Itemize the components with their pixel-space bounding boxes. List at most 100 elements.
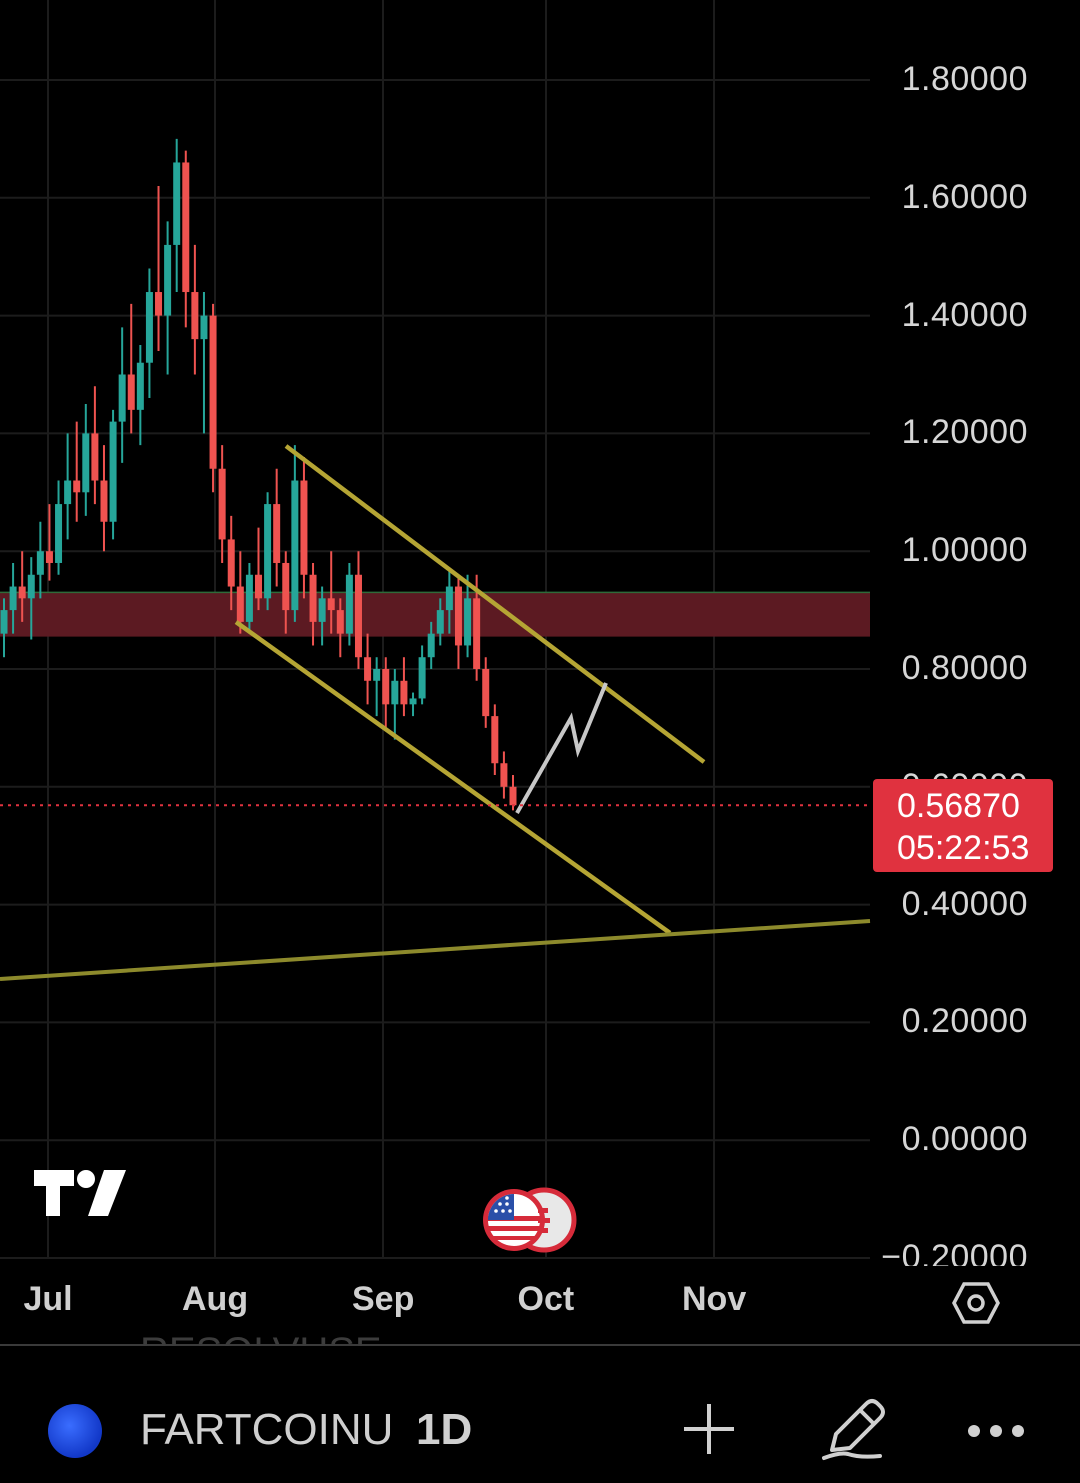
candle[interactable] xyxy=(127,303,135,434)
candle-body xyxy=(173,162,181,245)
candle-body xyxy=(418,657,426,699)
more-dots-icon[interactable] xyxy=(964,1398,1028,1460)
candle-body xyxy=(73,480,81,493)
candle[interactable] xyxy=(400,657,408,717)
candle[interactable] xyxy=(100,445,108,552)
channel-lower-line[interactable] xyxy=(234,620,672,935)
candle[interactable] xyxy=(264,492,272,611)
candle[interactable] xyxy=(155,186,163,351)
candle[interactable] xyxy=(291,445,299,622)
candle[interactable] xyxy=(445,568,453,634)
candle-body xyxy=(509,786,517,806)
candle[interactable] xyxy=(309,562,317,646)
candle[interactable] xyxy=(82,403,90,516)
symbol-logo-icon[interactable] xyxy=(48,1404,102,1458)
candle[interactable] xyxy=(182,150,190,328)
candle[interactable] xyxy=(364,633,372,705)
candle[interactable] xyxy=(464,574,472,658)
candle[interactable] xyxy=(255,527,262,611)
candle[interactable] xyxy=(382,657,390,728)
candle[interactable] xyxy=(391,669,399,740)
candle-body xyxy=(291,480,299,611)
x-tick-label: Jul xyxy=(23,1280,73,1318)
candle[interactable] xyxy=(18,551,26,622)
candle[interactable] xyxy=(0,598,8,658)
candle[interactable] xyxy=(200,292,208,434)
candle[interactable] xyxy=(136,345,144,446)
us-flag-icon[interactable] xyxy=(480,1186,580,1256)
candle[interactable] xyxy=(500,751,508,799)
interval-selector[interactable]: 1D xyxy=(416,1405,473,1454)
y-tick-label: 1.60000 xyxy=(901,177,1028,216)
candle[interactable] xyxy=(118,327,126,463)
candle[interactable] xyxy=(27,557,35,640)
candle[interactable] xyxy=(418,645,426,705)
y-tick-label: −0.20000 xyxy=(881,1238,1028,1266)
candle[interactable] xyxy=(327,551,335,634)
candle[interactable] xyxy=(91,386,99,505)
symbol-name[interactable]: FARTCOINU xyxy=(140,1405,394,1454)
candle[interactable] xyxy=(336,598,344,658)
plus-icon[interactable] xyxy=(680,1398,738,1460)
candle[interactable] xyxy=(209,303,217,493)
candle[interactable] xyxy=(236,551,244,634)
candle-body xyxy=(391,680,399,705)
settings-hexagon-icon[interactable] xyxy=(952,1280,1000,1326)
candle-body xyxy=(345,574,353,634)
x-tick-label: Nov xyxy=(682,1280,747,1318)
candle-body xyxy=(454,586,462,646)
candle-body xyxy=(45,551,53,563)
candle[interactable] xyxy=(273,468,281,587)
candle[interactable] xyxy=(227,515,235,611)
candle[interactable] xyxy=(373,657,381,717)
candle-body xyxy=(354,574,362,658)
candle-body xyxy=(327,598,335,611)
candle[interactable] xyxy=(300,456,308,599)
candle-body xyxy=(255,574,262,599)
pencil-icon[interactable] xyxy=(820,1394,888,1464)
candle[interactable] xyxy=(282,551,290,634)
last-price-badge: 0.56870 05:22:53 xyxy=(873,779,1053,872)
candle-body xyxy=(118,374,126,422)
candle[interactable] xyxy=(218,445,226,563)
candle[interactable] xyxy=(427,621,435,669)
candle[interactable] xyxy=(73,421,81,522)
candle[interactable] xyxy=(109,409,117,540)
candle-body xyxy=(245,574,253,622)
candle[interactable] xyxy=(64,433,72,540)
candle[interactable] xyxy=(9,562,17,634)
candle-countdown: 05:22:53 xyxy=(897,829,1030,867)
candle[interactable] xyxy=(45,504,53,581)
y-tick-label: 1.00000 xyxy=(901,531,1028,570)
candle[interactable] xyxy=(318,586,326,646)
price-chart[interactable] xyxy=(0,0,1080,1260)
candle[interactable] xyxy=(173,138,181,293)
candle-body xyxy=(182,162,190,293)
candle[interactable] xyxy=(36,521,44,599)
candle[interactable] xyxy=(55,480,63,575)
candle-body xyxy=(64,480,72,505)
y-tick-label: 0.00000 xyxy=(901,1120,1028,1159)
candle[interactable] xyxy=(436,598,444,646)
candle[interactable] xyxy=(482,657,490,728)
y-tick-label: 1.20000 xyxy=(901,413,1028,452)
candle[interactable] xyxy=(164,221,172,375)
candle[interactable] xyxy=(145,268,153,399)
x-tick-label: Sep xyxy=(352,1280,415,1318)
resistance-zone[interactable] xyxy=(0,592,870,637)
candle[interactable] xyxy=(191,244,199,375)
candle[interactable] xyxy=(491,704,499,776)
candle-body xyxy=(36,551,44,575)
candle[interactable] xyxy=(454,574,462,669)
candle[interactable] xyxy=(245,562,253,634)
bottom-toolbar xyxy=(0,1346,1080,1483)
y-tick-label: 0.40000 xyxy=(901,884,1028,923)
candle[interactable] xyxy=(345,562,353,646)
candle[interactable] xyxy=(409,692,417,717)
candle-body xyxy=(82,433,90,493)
candle-body xyxy=(436,610,444,634)
candle[interactable] xyxy=(354,551,362,669)
support-trendline[interactable] xyxy=(0,919,871,981)
channel-upper-line[interactable] xyxy=(284,444,706,764)
projection-path[interactable] xyxy=(515,682,608,814)
